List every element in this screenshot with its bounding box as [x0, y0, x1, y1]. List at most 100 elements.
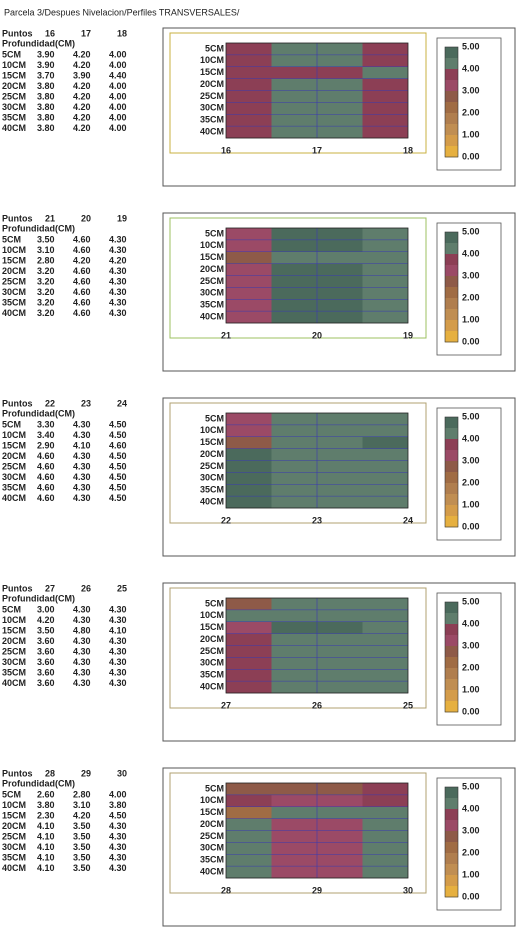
depth-label: 20CM: [2, 266, 26, 276]
table-value: 4.10: [37, 863, 55, 873]
depth-label: 25CM: [2, 831, 26, 841]
heat-cell: [226, 102, 272, 115]
table-value: 4.30: [109, 831, 127, 841]
depth-label: 25CM: [2, 91, 26, 101]
heat-cell: [226, 251, 272, 264]
table-value: 4.60: [37, 482, 55, 492]
legend-label: 5.00: [462, 596, 480, 606]
table-value: 3.50: [73, 863, 91, 873]
table-value: 4.20: [73, 49, 91, 59]
chart-inner-frame: [169, 402, 427, 524]
chart-frame: [162, 582, 516, 742]
table-value: 4.30: [73, 419, 91, 429]
table-value: 3.80: [37, 800, 55, 810]
legend-label: 2.00: [462, 477, 480, 487]
heat-cell: [226, 806, 272, 819]
x-label: 23: [312, 515, 322, 525]
x-label: 29: [312, 885, 322, 895]
depth-label: 30CM: [2, 287, 26, 297]
legend-swatch: [445, 646, 458, 658]
legend-label: 5.00: [462, 411, 480, 421]
table-header: Puntos: [2, 583, 33, 593]
table-value: 4.50: [109, 472, 127, 482]
legend-swatch: [445, 831, 458, 843]
table-value: 4.00: [109, 112, 127, 122]
heat-cell: [226, 287, 272, 300]
legend-swatch: [445, 276, 458, 288]
depth-label: 25CM: [2, 276, 26, 286]
y-label: 35CM: [200, 670, 224, 680]
legend-swatch: [445, 450, 458, 462]
chart-inner-frame: [169, 587, 427, 709]
heat-cell: [226, 598, 272, 611]
table-value: 3.00: [37, 604, 55, 614]
x-label: 21: [221, 330, 231, 340]
y-label: 40CM: [200, 311, 224, 321]
x-label: 30: [403, 885, 413, 895]
table-value: 4.30: [73, 667, 91, 677]
legend-label: 2.00: [462, 662, 480, 672]
table-value: 4.60: [73, 266, 91, 276]
table-value: 4.50: [109, 461, 127, 471]
table-value: 3.60: [37, 657, 55, 667]
legend-label: 4.00: [462, 248, 480, 258]
depth-label: 40CM: [2, 308, 26, 318]
legend-swatch: [445, 809, 458, 821]
heat-cell: [362, 287, 408, 300]
table-value: 4.30: [73, 461, 91, 471]
legend-frame: [436, 222, 502, 356]
table-header: Puntos: [2, 213, 33, 223]
x-label: 26: [312, 700, 322, 710]
legend-frame: [436, 407, 502, 541]
table-value: 4.30: [73, 430, 91, 440]
legend-swatch: [445, 124, 458, 136]
y-label: 5CM: [205, 43, 224, 53]
y-label: 15CM: [200, 252, 224, 262]
table-value: 3.60: [37, 667, 55, 677]
table-value: 4.30: [109, 297, 127, 307]
legend-swatch: [445, 298, 458, 310]
x-label: 27: [221, 700, 231, 710]
legend-swatch: [445, 886, 458, 898]
heat-cell: [362, 43, 408, 56]
legend-swatch: [445, 701, 458, 713]
legend-label: 3.00: [462, 455, 480, 465]
heat-cell: [226, 657, 272, 670]
table-value: 4.20: [73, 255, 91, 265]
table-value: 4.50: [109, 493, 127, 503]
legend-swatch: [445, 505, 458, 517]
heat-cell: [226, 842, 272, 855]
legend-swatch: [445, 798, 458, 810]
x-label: 19: [403, 330, 413, 340]
legend-swatch: [445, 417, 458, 429]
depth-label: 25CM: [2, 461, 26, 471]
x-label: 25: [403, 700, 413, 710]
legend-label: 2.00: [462, 107, 480, 117]
table-value: 4.10: [73, 440, 91, 450]
legend-swatch: [445, 80, 458, 92]
table-value: 4.30: [109, 308, 127, 318]
table-value: 4.10: [37, 831, 55, 841]
heat-cell: [362, 609, 408, 623]
y-label: 30CM: [200, 103, 224, 113]
chart-inner-frame: [169, 217, 427, 339]
heat-cell: [362, 239, 408, 253]
heat-cell: [362, 818, 408, 831]
table-value: 3.20: [37, 308, 55, 318]
heat-cell: [362, 54, 408, 68]
heat-cell: [362, 275, 408, 288]
heat-cell: [226, 43, 272, 56]
table-value: 4.10: [37, 821, 55, 831]
point-number: 30: [117, 768, 127, 778]
depth-label: 25CM: [2, 646, 26, 656]
table-value: 4.30: [109, 266, 127, 276]
legend-bar-border: [444, 786, 459, 898]
heat-cell: [362, 78, 408, 91]
legend-swatch: [445, 309, 458, 321]
legend-label: 3.00: [462, 85, 480, 95]
heat-cell: [362, 424, 408, 438]
heat-cell: [226, 866, 272, 879]
page-title: Parcela 3/Despues Nivelacion/Perfiles TR…: [4, 7, 240, 17]
heat-cell: [362, 645, 408, 658]
heat-cell: [362, 460, 408, 473]
